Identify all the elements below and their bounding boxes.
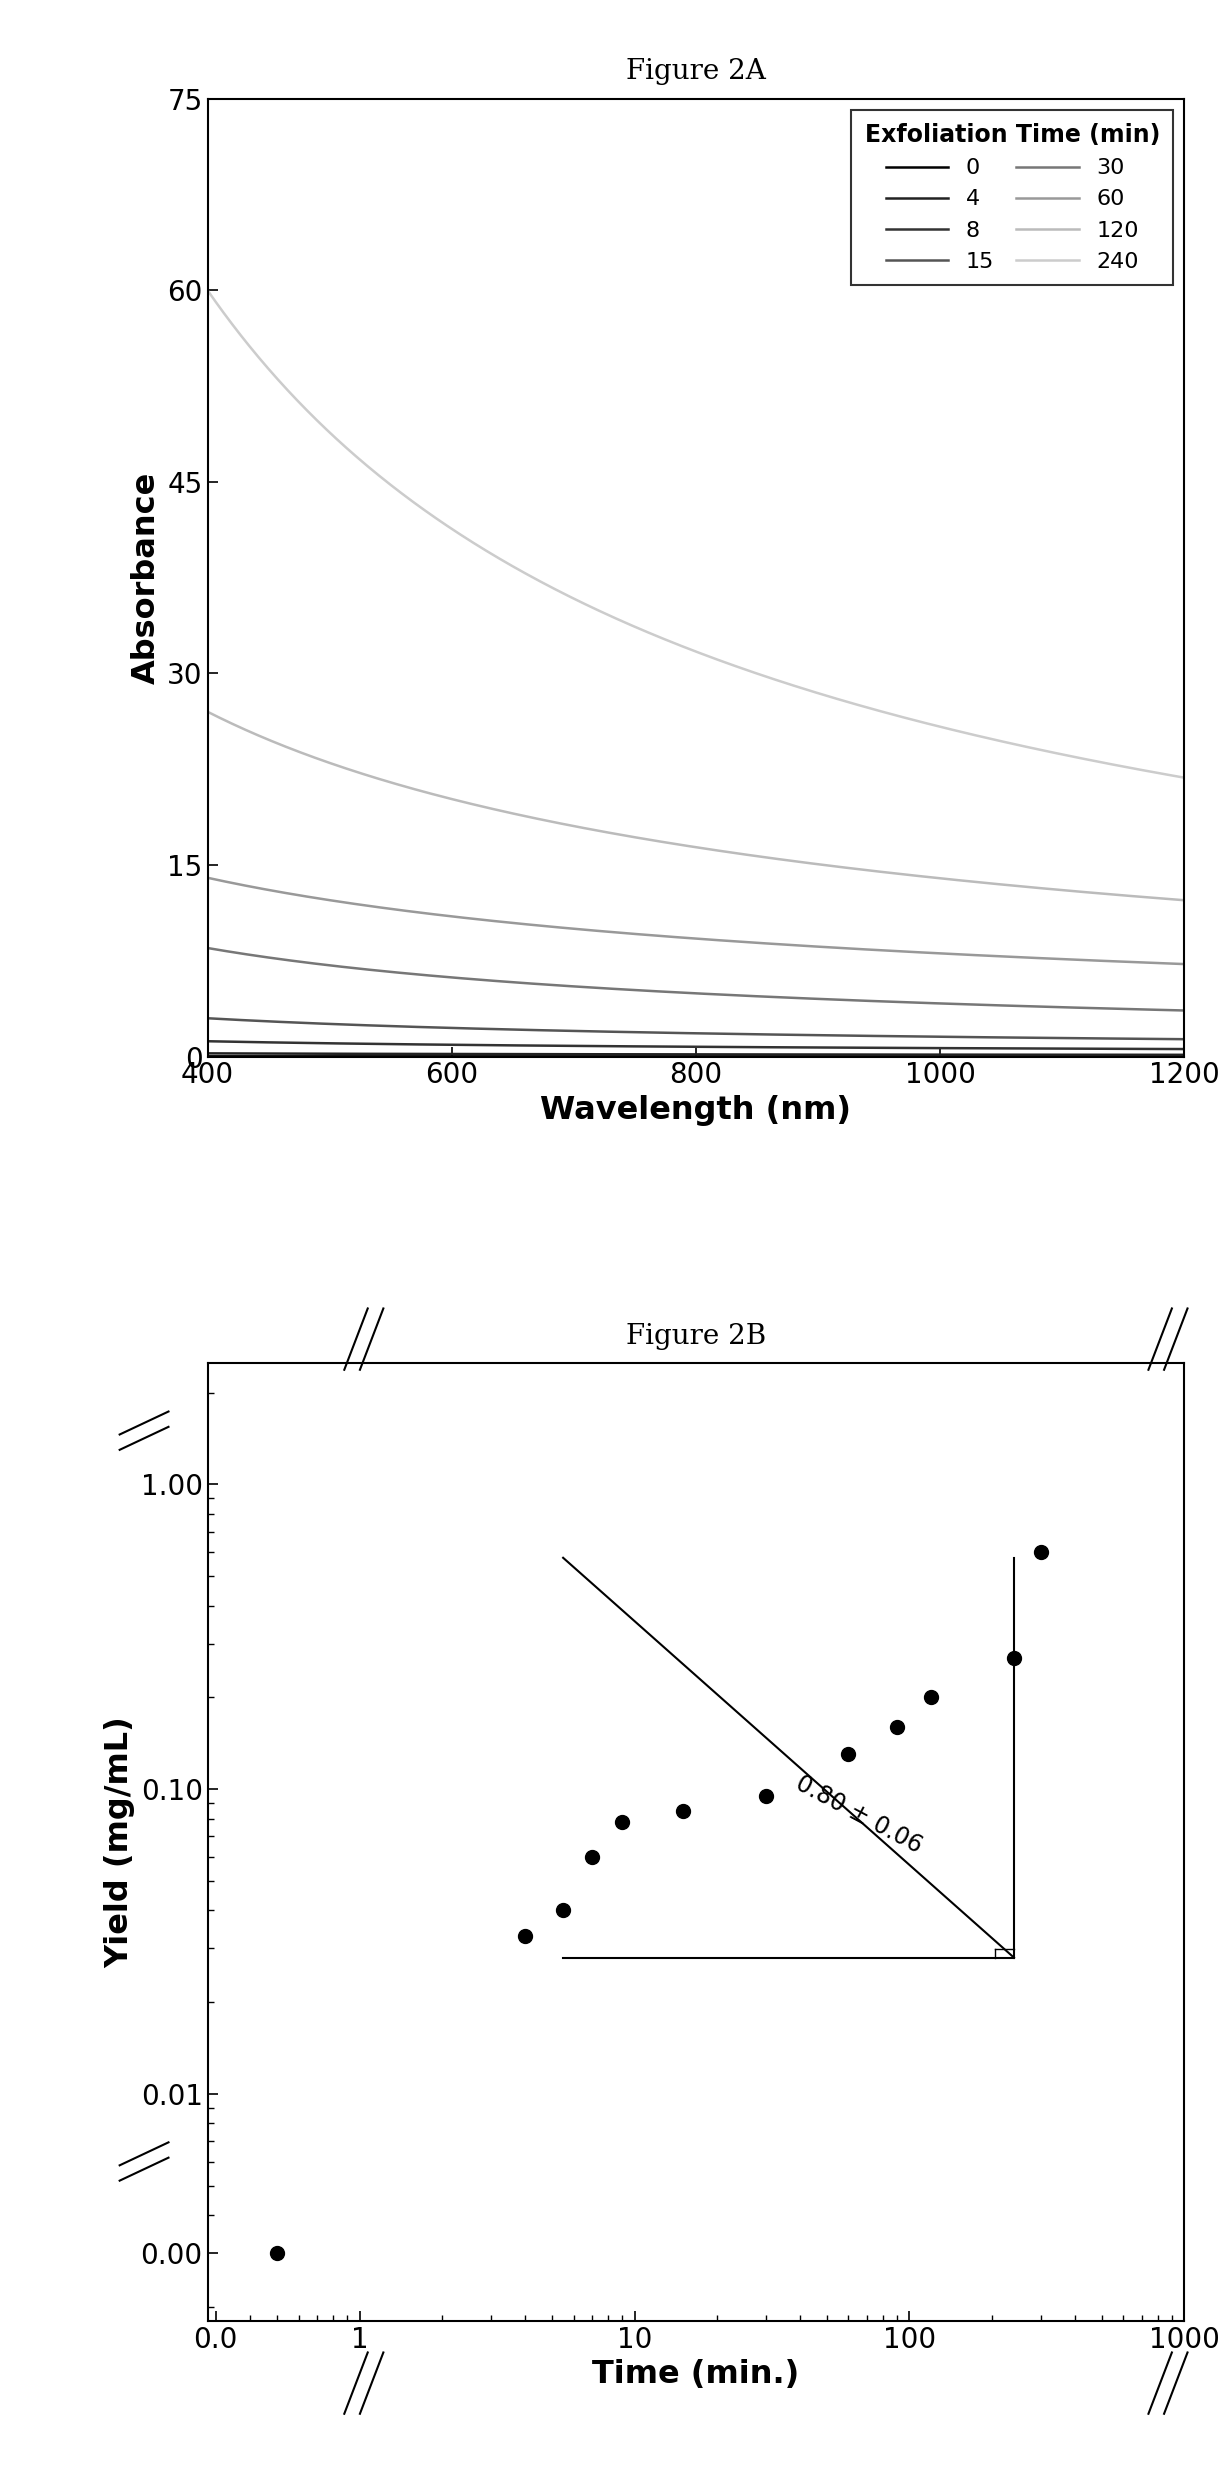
Title: Figure 2A: Figure 2A: [626, 59, 766, 86]
Point: [922, 1676, 941, 1716]
Point: [673, 1790, 692, 1830]
Title: Figure 2B: Figure 2B: [626, 1323, 766, 1351]
Point: [553, 1891, 573, 1931]
Y-axis label: Absorbance: Absorbance: [131, 472, 161, 684]
Point: [756, 1775, 775, 1815]
Point: [582, 1837, 602, 1876]
Y-axis label: Yield (mg/mL): Yield (mg/mL): [104, 1716, 136, 1968]
Legend: 0, 4, 8, 15, 30, 60, 120, 240: 0, 4, 8, 15, 30, 60, 120, 240: [851, 111, 1173, 284]
Point: [1004, 1637, 1023, 1676]
Point: [267, 2234, 287, 2274]
Point: [612, 1802, 631, 1842]
X-axis label: Time (min.): Time (min.): [592, 2360, 800, 2390]
Point: [515, 1916, 535, 1955]
Text: 0.80 ± 0.06: 0.80 ± 0.06: [791, 1770, 926, 1859]
X-axis label: Wavelength (nm): Wavelength (nm): [541, 1094, 851, 1126]
Point: [839, 1736, 858, 1775]
Point: [888, 1706, 907, 1746]
Point: [1031, 1533, 1050, 1573]
